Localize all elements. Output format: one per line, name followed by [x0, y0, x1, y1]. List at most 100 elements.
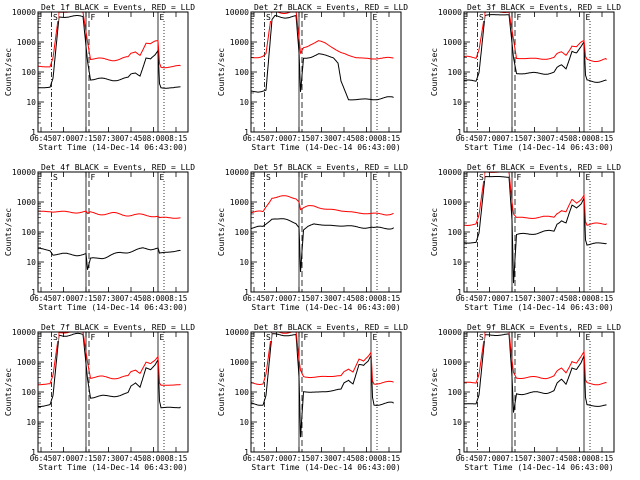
- y-tick-label: 100: [448, 388, 463, 397]
- series-line-lld: [251, 332, 394, 385]
- time-marker-label: E: [373, 13, 378, 22]
- marker-label-bg: [159, 333, 165, 341]
- x-axis-label: Start Time (14-Dec-14 06:43:00): [251, 303, 400, 312]
- y-tick-label: 10000: [12, 168, 36, 177]
- series-line-events: [38, 247, 181, 270]
- y-tick-label: 100: [22, 388, 37, 397]
- x-tick-label: 07:45: [333, 454, 356, 463]
- y-tick-label: 1000: [230, 358, 249, 367]
- plot-area: [251, 12, 394, 132]
- y-tick-label: 1: [244, 448, 249, 457]
- marker-label-bg: [516, 13, 522, 21]
- marker-label-bg: [159, 13, 165, 21]
- plot-frame: [463, 11, 615, 133]
- marker-label-bg: [303, 13, 309, 21]
- y-tick-label: 100: [22, 228, 37, 237]
- marker-label-bg: [52, 333, 59, 341]
- series-line-lld: [464, 12, 607, 63]
- x-tick-label: 07:15: [75, 134, 98, 143]
- y-tick-label: 10: [26, 98, 36, 107]
- marker-label-bg: [159, 173, 165, 181]
- x-tick-label: 07:00: [265, 454, 288, 463]
- x-tick-label: 07:30: [523, 134, 546, 143]
- series-line-events: [464, 175, 607, 284]
- marker-label-bg: [372, 13, 378, 21]
- y-tick-label: 100: [448, 68, 463, 77]
- time-marker-label: S: [479, 13, 484, 22]
- x-tick-label: 08:00: [142, 134, 165, 143]
- y-tick-label: 10000: [12, 8, 36, 17]
- y-tick-label: 1: [31, 288, 36, 297]
- x-tick-label: 08:15: [165, 454, 188, 463]
- y-tick-label: 100: [235, 388, 250, 397]
- series-line-events: [464, 14, 607, 83]
- y-tick-label: 10: [26, 258, 36, 267]
- x-axis-label: Start Time (14-Dec-14 06:43:00): [464, 463, 613, 472]
- x-tick-label: 07:45: [120, 134, 143, 143]
- y-tick-label: 1: [244, 128, 249, 137]
- x-tick-label: 07:15: [288, 454, 311, 463]
- x-tick-label: 08:15: [591, 134, 614, 143]
- time-marker-label: E: [160, 13, 165, 22]
- marker-label-bg: [478, 333, 485, 341]
- x-tick-label: 07:00: [52, 294, 75, 303]
- marker-label-bg: [516, 333, 522, 341]
- y-tick-label: 1000: [230, 38, 249, 47]
- x-tick-label: 07:00: [265, 294, 288, 303]
- y-tick-label: 100: [448, 228, 463, 237]
- plot-area: [464, 172, 607, 292]
- x-tick-label: 08:15: [591, 454, 614, 463]
- panel-title: Det 8f BLACK = Events, RED = LLD: [254, 323, 408, 332]
- time-marker-label: E: [373, 173, 378, 182]
- y-tick-label: 100: [235, 68, 250, 77]
- panel-title: Det 9f BLACK = Events, RED = LLD: [467, 323, 621, 332]
- marker-label-bg: [90, 333, 96, 341]
- y-tick-label: 10: [239, 418, 249, 427]
- time-marker-label: F: [91, 173, 96, 182]
- x-tick-label: 07:15: [75, 294, 98, 303]
- x-tick-label: 07:00: [52, 134, 75, 143]
- x-tick-label: 08:15: [165, 294, 188, 303]
- x-tick-label: 06:45: [30, 294, 53, 303]
- y-tick-label: 1000: [443, 358, 462, 367]
- series-line-events: [464, 333, 607, 413]
- x-tick-label: 07:30: [97, 134, 120, 143]
- x-tick-label: 07:15: [288, 134, 311, 143]
- x-tick-label: 07:15: [501, 134, 524, 143]
- panel-title: Det 3f BLACK = Events, RED = LLD: [467, 3, 621, 12]
- plot-area: [251, 172, 394, 292]
- x-tick-label: 07:30: [310, 294, 333, 303]
- plot-area: [38, 332, 181, 452]
- time-marker-label: E: [160, 333, 165, 342]
- y-tick-label: 10000: [225, 168, 249, 177]
- marker-label-bg: [585, 173, 591, 181]
- marker-label-bg: [52, 13, 59, 21]
- time-marker-label: E: [586, 13, 591, 22]
- time-marker-label: E: [586, 173, 591, 182]
- y-axis-label: Counts/sec: [4, 368, 13, 416]
- x-axis-label: Start Time (14-Dec-14 06:43:00): [464, 143, 613, 152]
- marker-label-bg: [372, 333, 378, 341]
- marker-label-bg: [90, 13, 96, 21]
- plot-frame: [250, 11, 402, 133]
- x-tick-label: 08:15: [165, 134, 188, 143]
- x-tick-label: 07:30: [97, 454, 120, 463]
- x-tick-label: 06:45: [456, 454, 479, 463]
- x-axis-label: Start Time (14-Dec-14 06:43:00): [38, 143, 187, 152]
- y-tick-label: 1: [457, 288, 462, 297]
- y-tick-label: 1000: [443, 38, 462, 47]
- panel-title: Det 6f BLACK = Events, RED = LLD: [467, 163, 621, 172]
- x-tick-label: 07:45: [120, 454, 143, 463]
- x-tick-label: 07:15: [501, 294, 524, 303]
- x-tick-label: 07:30: [310, 454, 333, 463]
- marker-label-bg: [478, 13, 485, 21]
- time-marker-label: F: [517, 13, 522, 22]
- time-marker-label: F: [304, 13, 309, 22]
- time-marker-label: F: [517, 173, 522, 182]
- y-axis-label: Counts/sec: [4, 208, 13, 256]
